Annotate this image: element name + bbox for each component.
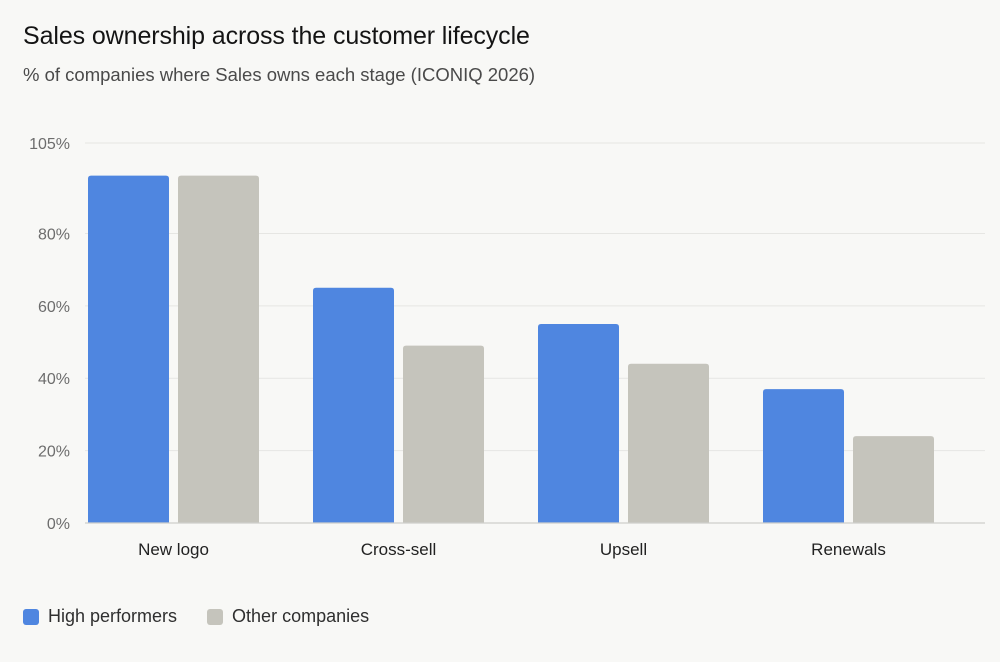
bar-high-performers	[538, 323, 619, 523]
x-category-label: Renewals	[811, 540, 886, 559]
legend-label-other-companies: Other companies	[232, 606, 370, 626]
legend-item-other-companies: Other companies	[207, 606, 369, 627]
y-tick-label: 105%	[29, 136, 70, 153]
x-category-label: Upsell	[600, 540, 647, 559]
chart-title: Sales ownership across the customer life…	[23, 22, 530, 50]
bar-high-performers	[313, 287, 394, 523]
bar-other-companies	[403, 345, 484, 523]
x-category-label: New logo	[138, 540, 209, 559]
legend-item-high-performers: High performers	[23, 606, 177, 627]
bar-other-companies	[628, 363, 709, 523]
y-tick-label: 80%	[38, 226, 70, 243]
x-category-label: Cross-sell	[361, 540, 437, 559]
bar-other-companies	[853, 436, 934, 523]
y-tick-label: 20%	[38, 444, 70, 461]
y-tick-label: 60%	[38, 299, 70, 316]
bar-chart: 0% 20% 40% 60% 80% 105% New logo Cross-sell Upse…	[29, 136, 985, 559]
bar-other-companies	[178, 175, 259, 524]
chart-subtitle: % of companies where Sales owns each sta…	[23, 64, 536, 85]
y-tick-label: 40%	[38, 371, 70, 388]
bar-high-performers	[763, 389, 844, 523]
legend-swatch-high-performers	[23, 608, 39, 625]
chart-legend: High performers Other companies	[23, 606, 399, 627]
legend-label-high-performers: High performers	[48, 606, 178, 626]
bar-high-performers	[88, 175, 169, 524]
y-tick-label: 0%	[47, 516, 70, 533]
legend-swatch-other-companies	[207, 608, 224, 625]
